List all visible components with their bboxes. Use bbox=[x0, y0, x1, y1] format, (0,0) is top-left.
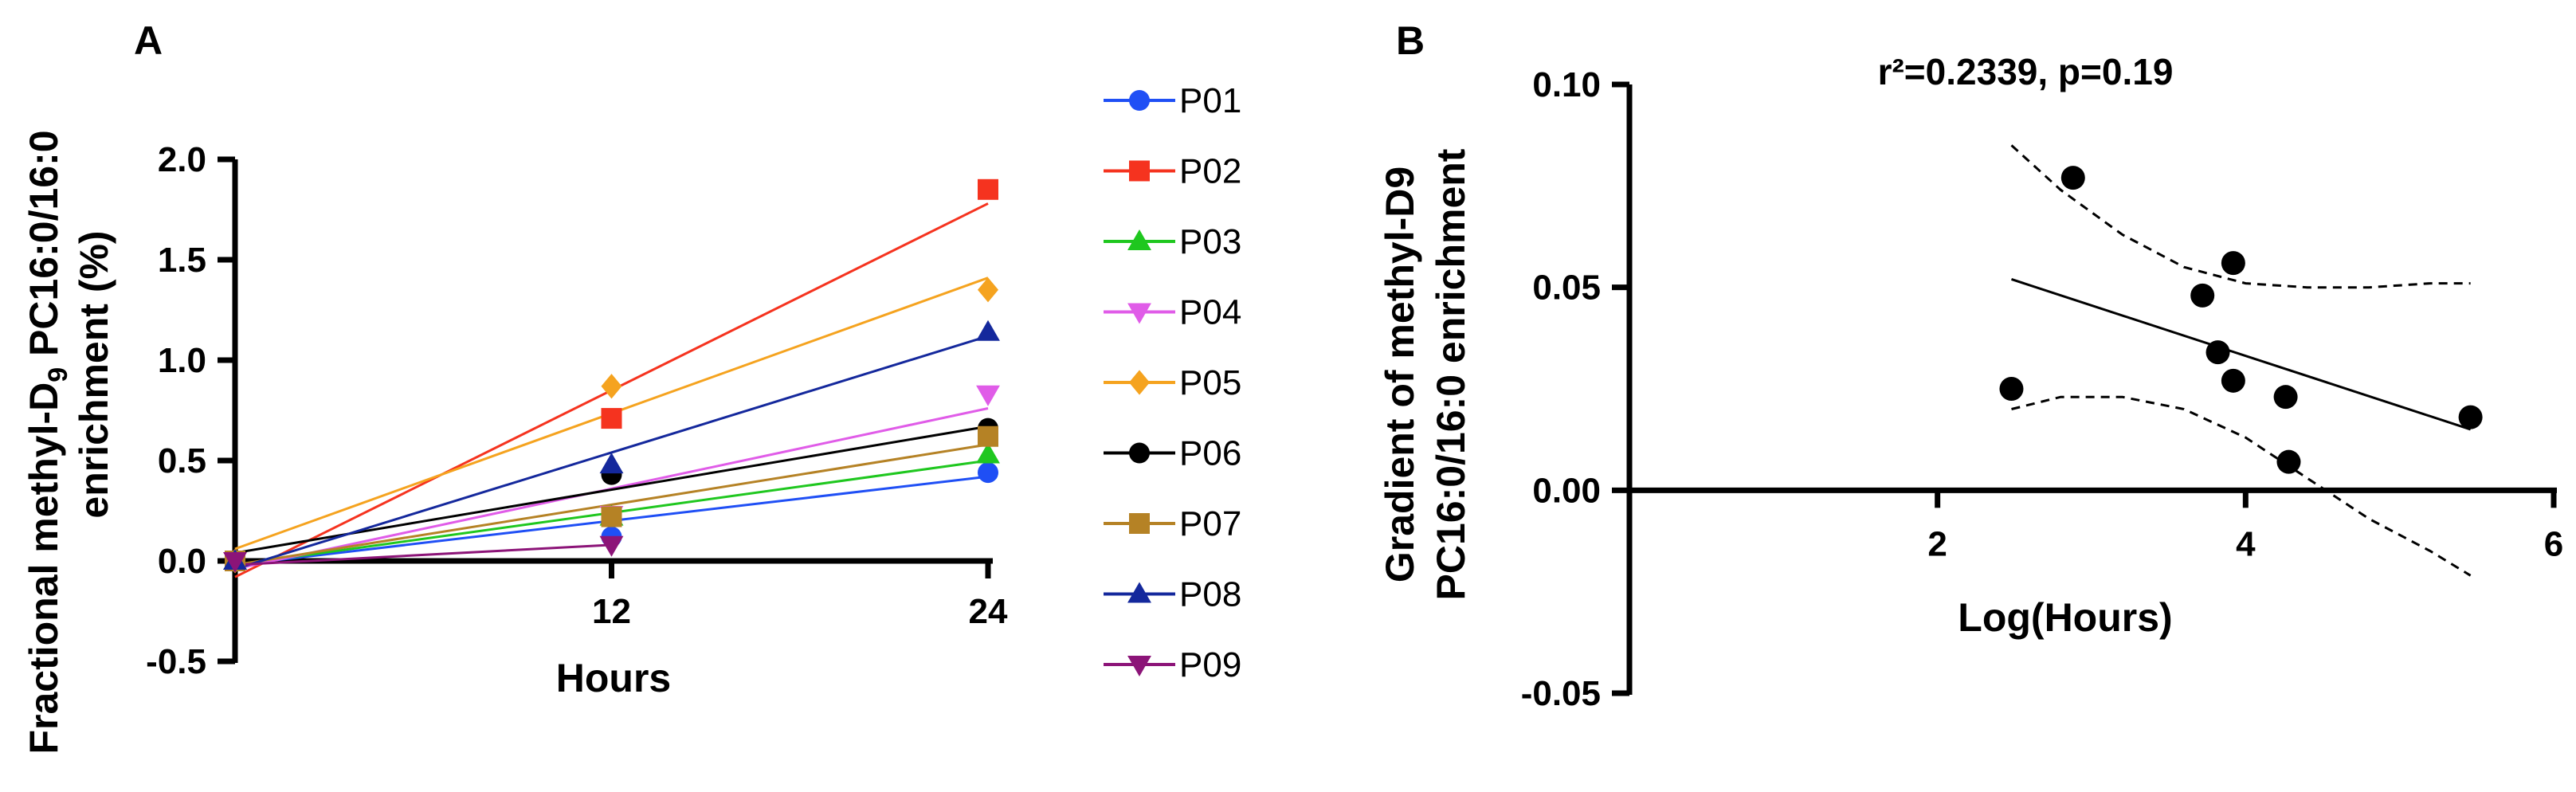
legend-label-p04: P04 bbox=[1179, 293, 1241, 332]
panel-a-legend: P01 P02 P03 P04 P05 P06 P07 P08 P09 bbox=[1104, 81, 1241, 684]
point-p09 bbox=[599, 535, 624, 557]
scatter-point bbox=[2221, 251, 2245, 276]
panel-b-annotation: r²=0.2339, p=0.19 bbox=[1878, 51, 2174, 92]
panel-a-label: A bbox=[134, 18, 163, 63]
panel-b-ytick-label: 0.10 bbox=[1532, 65, 1601, 104]
legend-marker-p04 bbox=[1127, 303, 1151, 324]
point-p01 bbox=[978, 462, 998, 484]
panel-b-ylabel-line1: Gradient of methyl-D9 bbox=[1378, 167, 1422, 582]
legend-marker-p08 bbox=[1127, 582, 1151, 603]
point-p03 bbox=[976, 442, 1000, 464]
scatter-point bbox=[1999, 377, 2024, 401]
legend-marker-p09 bbox=[1127, 655, 1151, 676]
scatter-point bbox=[2273, 385, 2298, 410]
panel-a-ylabel-line2: enrichment (%) bbox=[72, 230, 116, 518]
point-p05 bbox=[978, 277, 998, 303]
legend-label-p05: P05 bbox=[1179, 363, 1241, 402]
legend-marker-p07 bbox=[1129, 513, 1150, 534]
point-p07 bbox=[978, 425, 998, 447]
panel-b-xtick-label: 4 bbox=[2236, 524, 2256, 563]
point-p07 bbox=[601, 506, 622, 527]
panel-b-plot: -0.05 0.00 0.05 0.10 2 4 6 bbox=[1521, 65, 2564, 713]
panel-a-ylabel-line1: Fractional methyl-D9 PC16:0/16:0 bbox=[22, 130, 73, 754]
regression-line bbox=[2011, 278, 2472, 431]
panel-a-ytick-label: 0.0 bbox=[158, 542, 206, 581]
panel-b-label: B bbox=[1396, 18, 1425, 63]
panel-b-xtick-label: 6 bbox=[2544, 524, 2563, 563]
panel-a-ytick-label: 0.5 bbox=[158, 441, 206, 480]
scatter-point bbox=[2190, 283, 2215, 308]
panel-b-ytick-label: -0.05 bbox=[1521, 674, 1601, 713]
legend-label-p08: P08 bbox=[1179, 575, 1241, 614]
point-p08 bbox=[976, 320, 1000, 341]
fit-line-p08 bbox=[234, 335, 989, 570]
panel-a-ytick-label: 1.5 bbox=[158, 241, 206, 280]
legend-label-p02: P02 bbox=[1179, 152, 1241, 191]
scatter-point bbox=[2205, 340, 2230, 365]
legend-marker-p05 bbox=[1129, 370, 1150, 395]
scatter-point bbox=[2060, 166, 2085, 190]
legend-marker-p06 bbox=[1129, 442, 1150, 464]
scatter-point bbox=[2221, 368, 2245, 393]
panel-b-ytick-label: 0.00 bbox=[1532, 471, 1601, 510]
panel-b-xtick-label: 2 bbox=[1927, 524, 1947, 563]
panel-b-xlabel: Log(Hours) bbox=[1958, 595, 2172, 640]
fit-line-p07 bbox=[234, 443, 989, 567]
panel-a-xtick-label: 24 bbox=[969, 592, 1008, 631]
point-p05 bbox=[601, 374, 622, 399]
scatter-point bbox=[2458, 405, 2483, 429]
point-p08 bbox=[599, 453, 624, 474]
panel-b-ylabel-line2: PC16:0/16:0 enrichment bbox=[1429, 148, 1473, 600]
legend-marker-p02 bbox=[1129, 160, 1150, 182]
legend-label-p06: P06 bbox=[1179, 434, 1241, 473]
panel-a-ytick-label: -0.5 bbox=[146, 642, 206, 681]
point-p02 bbox=[601, 408, 622, 429]
fit-line-p06 bbox=[234, 425, 989, 555]
legend-label-p09: P09 bbox=[1179, 645, 1241, 684]
scatter-point bbox=[2276, 449, 2301, 474]
legend-marker-p03 bbox=[1127, 229, 1151, 251]
legend-marker-p01 bbox=[1129, 90, 1150, 111]
fit-line-p09 bbox=[234, 543, 612, 567]
legend-label-p07: P07 bbox=[1179, 504, 1241, 543]
point-p04 bbox=[976, 385, 1000, 406]
confidence-band-upper bbox=[2010, 144, 2471, 289]
point-p09 bbox=[223, 551, 247, 573]
panel-a-plot: -0.5 0.0 0.5 1.0 1.5 2.0 12 24 bbox=[146, 140, 1008, 681]
confidence-band-lower bbox=[2011, 395, 2472, 577]
panel-b-ytick-label: 0.05 bbox=[1532, 269, 1601, 308]
legend-label-p01: P01 bbox=[1179, 81, 1241, 120]
panel-a-xtick-label: 12 bbox=[592, 592, 631, 631]
point-p02 bbox=[978, 178, 998, 200]
legend-label-p03: P03 bbox=[1179, 222, 1241, 261]
panel-a-ytick-label: 2.0 bbox=[158, 140, 206, 179]
panel-a-ytick-label: 1.0 bbox=[158, 341, 206, 380]
panel-a-xlabel: Hours bbox=[556, 656, 671, 700]
